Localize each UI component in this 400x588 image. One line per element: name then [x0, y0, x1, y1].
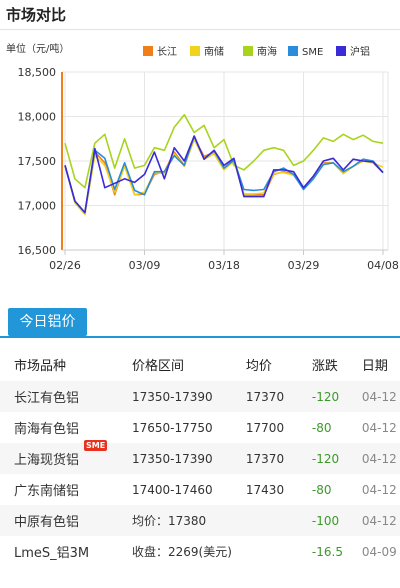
- date-cell: 04-12: [347, 443, 400, 474]
- market-name-link[interactable]: 中原有色铝: [14, 515, 80, 530]
- series-line-2: [64, 113, 384, 189]
- y-tick-label: 17,000: [18, 200, 57, 213]
- page-title: 市场对比: [6, 6, 67, 24]
- legend-swatch[interactable]: [243, 46, 253, 56]
- chart-grid: [62, 71, 389, 251]
- today-price-badge[interactable]: 今日铝价: [8, 308, 87, 336]
- change-cell: -120: [297, 381, 348, 412]
- y-tick-label: 17,500: [18, 155, 57, 168]
- avg-price-cell: 17700: [245, 420, 285, 435]
- x-tick-label: 04/08: [367, 259, 399, 272]
- market-name-link[interactable]: LmeS_铝3M: [14, 546, 90, 561]
- market-name-link[interactable]: 上海现货铝: [14, 453, 80, 468]
- market-name-cell[interactable]: 广东南储铝: [0, 474, 118, 505]
- change-cell: -120: [297, 443, 348, 474]
- table-header-row: 市场品种 价格区间 均价 涨跌 日期: [0, 348, 400, 381]
- table-row[interactable]: 南海有色铝 17650-17750 17700 -80 04-12: [0, 412, 400, 443]
- series-line-3: [64, 135, 384, 214]
- price-range-cell: 17350-17390: [118, 381, 232, 412]
- market-name-cell[interactable]: 中原有色铝: [0, 505, 118, 536]
- table-row[interactable]: LmeS_铝3M 收盘：2269(美元) -16.5 04-09: [0, 536, 400, 567]
- avg-price-cell: 17370: [231, 443, 298, 474]
- table-row[interactable]: 中原有色铝 均价：17380 -100 04-12: [0, 505, 400, 536]
- table-row[interactable]: 长江有色铝 17350-17390 17370 -120 04-12: [0, 381, 400, 412]
- sme-badge: SME: [84, 440, 108, 451]
- header-change: 涨跌: [311, 359, 338, 374]
- legend-label[interactable]: 长江: [157, 46, 177, 58]
- date-cell: 04-09: [361, 544, 397, 559]
- chart-unit-label: 单位（元/吨）: [6, 42, 69, 55]
- series-line-4: [64, 135, 384, 214]
- price-range-cell: 收盘：2269(美元): [132, 545, 232, 559]
- change-cell: -80: [311, 420, 332, 435]
- date-cell: 04-12: [347, 381, 400, 412]
- line-chart: 单位（元/吨） 长江 南储 南海 SME 沪铝 18,500 18,000 17,500 17…: [6, 42, 399, 272]
- table-row[interactable]: 广东南储铝 17400-17460 17430 -80 04-12: [0, 474, 400, 505]
- price-range-cell: 17650-17750: [132, 420, 213, 435]
- x-tick-label: 03/29: [288, 259, 320, 272]
- date-cell: 04-12: [361, 420, 397, 435]
- chart-legend[interactable]: 长江 南储 南海 SME 沪铝: [143, 45, 370, 58]
- y-tick-label: 18,000: [18, 111, 57, 124]
- chart-series: [64, 113, 384, 216]
- market-name-cell[interactable]: 南海有色铝: [0, 412, 118, 443]
- market-name-link[interactable]: 广东南储铝: [14, 484, 80, 499]
- avg-price-cell: 17370: [231, 381, 298, 412]
- change-cell: -16.5: [311, 544, 343, 559]
- market-name-cell[interactable]: 长江有色铝: [0, 381, 118, 412]
- market-name-link[interactable]: 长江有色铝: [14, 391, 80, 406]
- x-axis: 02/26 03/09 03/18 03/29 04/08: [49, 249, 399, 272]
- table-body: 长江有色铝 17350-17390 17370 -120 04-12 南海有色铝 17650…: [0, 381, 400, 567]
- legend-swatch[interactable]: [288, 46, 298, 56]
- header: 市场对比: [0, 0, 400, 30]
- table-row[interactable]: 上海现货铝 SME 17350-17390 17370 -120 04-12: [0, 440, 400, 474]
- price-range-cell: 17400-17460: [132, 482, 213, 497]
- avg-price-cell: 17430: [245, 482, 285, 497]
- legend-label[interactable]: 南海: [257, 45, 277, 58]
- legend-label[interactable]: 沪铝: [350, 45, 370, 58]
- legend-swatch[interactable]: [336, 46, 346, 56]
- x-tick-label: 03/09: [129, 259, 161, 272]
- avg-price-cell: [231, 505, 298, 536]
- date-cell: 04-12: [347, 505, 400, 536]
- market-name-cell[interactable]: 上海现货铝 SME: [0, 440, 118, 474]
- y-tick-label: 18,500: [18, 66, 57, 79]
- x-tick-label: 03/18: [208, 259, 240, 272]
- section-divider: [0, 336, 400, 338]
- market-comparison-chart: 单位（元/吨） 长江 南储 南海 SME 沪铝 18,500 18,000 17,500 17…: [0, 30, 400, 290]
- price-table: 市场品种 价格区间 均价 涨跌 日期 长江有色铝 17350-17390 17370…: [0, 348, 400, 567]
- market-name-link[interactable]: 南海有色铝: [14, 422, 80, 437]
- price-range-cell: 均价：17380: [118, 505, 232, 536]
- legend-swatch[interactable]: [143, 46, 153, 56]
- y-tick-label: 16,500: [18, 244, 57, 257]
- change-cell: -80: [311, 482, 332, 497]
- date-cell: 04-12: [361, 482, 397, 497]
- header-name: 市场品种: [14, 359, 67, 374]
- header-avg: 均价: [245, 359, 272, 374]
- price-range-cell: 17350-17390: [118, 443, 232, 474]
- avg-price-cell: [232, 536, 298, 567]
- x-tick-label: 02/26: [49, 259, 81, 272]
- legend-label[interactable]: 南储: [204, 45, 224, 58]
- legend-swatch[interactable]: [190, 46, 200, 56]
- legend-label[interactable]: SME: [302, 47, 323, 58]
- header-range: 价格区间: [132, 359, 185, 374]
- y-axis: 18,500 18,000 17,500 17,000 16,500: [18, 66, 63, 257]
- change-cell: -100: [297, 505, 348, 536]
- header-date: 日期: [361, 359, 388, 374]
- market-name-cell[interactable]: LmeS_铝3M: [0, 536, 118, 567]
